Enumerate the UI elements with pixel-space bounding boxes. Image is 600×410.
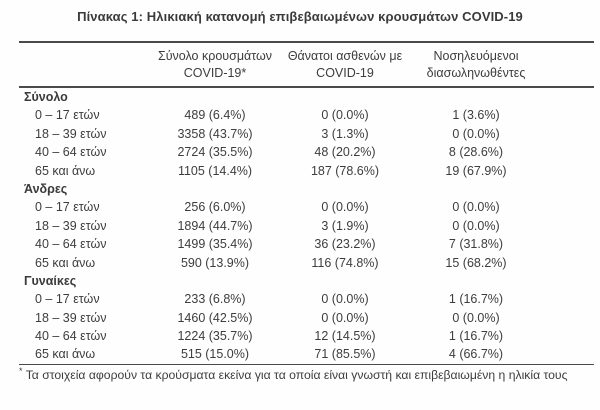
deaths-cell: 48 (20.2%)	[314, 145, 376, 160]
cases-cell: 489 (6.4%)	[184, 108, 246, 123]
table-top-border	[19, 41, 594, 43]
age-group-label: 40 – 64 ετών	[35, 237, 107, 252]
cases-cell: 590 (13.9%)	[180, 255, 250, 270]
row-filler	[563, 106, 594, 124]
deaths-cell: 0 (0.0%)	[321, 108, 369, 123]
row-filler	[563, 125, 594, 143]
deaths-cell: 3 (1.3%)	[321, 126, 369, 141]
intubated-cell: 0 (0.0%)	[452, 310, 500, 325]
row-filler	[563, 198, 594, 216]
intubated-cell: 7 (31.8%)	[448, 237, 504, 252]
deaths-cell: 116 (74.8%)	[311, 255, 379, 270]
deaths-cell: 0 (0.0%)	[321, 292, 369, 307]
age-group-label: 65 και άνω	[35, 347, 96, 362]
age-group-label: 0 – 17 ετών	[35, 292, 100, 307]
column-header-intubated: Νοσηλευόμενοι διασωληνωθέντες	[427, 48, 526, 82]
age-group-label: 18 – 39 ετών	[35, 218, 107, 233]
intubated-cell: 4 (66.7%)	[448, 347, 504, 362]
row-filler	[563, 162, 594, 180]
section-label-women: Γυναίκες	[24, 273, 77, 288]
cases-cell: 1460 (42.5%)	[177, 310, 253, 325]
intubated-cell: 19 (67.9%)	[445, 163, 507, 178]
age-group-label: 18 – 39 ετών	[35, 126, 107, 141]
row-filler	[563, 143, 594, 161]
row-filler	[563, 217, 594, 235]
intubated-cell: 0 (0.0%)	[452, 200, 500, 215]
table-bottom-border	[19, 363, 594, 366]
table-header-border	[19, 86, 594, 88]
intubated-cell: 1 (16.7%)	[448, 292, 504, 307]
row-filler	[563, 235, 594, 253]
cases-cell: 2724 (35.5%)	[177, 145, 253, 160]
deaths-cell: 187 (78.6%)	[310, 163, 380, 178]
row-filler	[563, 290, 594, 308]
column-header-deaths: Θάνατοι ασθενών με COVID-19	[288, 48, 402, 82]
deaths-cell: 36 (23.2%)	[314, 237, 376, 252]
row-filler	[563, 309, 594, 327]
column-header-line: COVID-19*	[183, 66, 247, 80]
cases-cell: 1499 (35.4%)	[177, 237, 253, 252]
section-label-total: Σύνολο	[24, 90, 68, 104]
age-group-label: 0 – 17 ετών	[35, 200, 100, 215]
deaths-cell: 12 (14.5%)	[314, 329, 376, 344]
footnote: * Τα στοιχεία αφορούν τα κρούσματα εκείν…	[19, 366, 567, 382]
footnote-asterisk: *	[19, 366, 23, 376]
column-header-line: διασωληνωθέντες	[426, 66, 526, 80]
deaths-cell: 0 (0.0%)	[321, 310, 369, 325]
intubated-cell: 0 (0.0%)	[452, 126, 500, 141]
deaths-cell: 3 (1.9%)	[321, 218, 369, 233]
cases-cell: 256 (6.0%)	[184, 200, 246, 215]
table-header-row: Σύνολο κρουσμάτων COVID-19* Θάνατοι ασθε…	[19, 43, 594, 86]
row-filler	[563, 327, 594, 345]
intubated-cell: 1 (3.6%)	[452, 108, 500, 123]
age-group-label: 65 και άνω	[35, 255, 96, 270]
covid-age-table: Σύνολο κρουσμάτων COVID-19* Θάνατοι ασθε…	[19, 41, 594, 366]
cases-cell: 1224 (35.7%)	[177, 329, 253, 344]
cases-cell: 1105 (14.4%)	[177, 163, 253, 178]
age-group-label: 18 – 39 ετών	[35, 310, 107, 325]
age-group-label: 40 – 64 ετών	[35, 329, 107, 344]
intubated-cell: 0 (0.0%)	[452, 218, 500, 233]
footnote-text: Τα στοιχεία αφορούν τα κρούσματα εκείνα …	[25, 368, 568, 382]
column-header-cases: Σύνολο κρουσμάτων COVID-19*	[158, 48, 272, 82]
cases-cell: 1894 (44.7%)	[177, 218, 253, 233]
deaths-cell: 0 (0.0%)	[321, 200, 369, 215]
table-title: Πίνακας 1: Ηλικιακή κατανομή επιβεβαιωμέ…	[77, 9, 523, 24]
column-header-line: Νοσηλευόμενοι	[433, 49, 519, 63]
cases-cell: 233 (6.8%)	[184, 292, 246, 307]
age-group-label: 40 – 64 ετών	[35, 145, 107, 160]
table-body: Σύνολο 0 – 17 ετών 489 (6.4%) 0 (0.0%) 1…	[19, 88, 594, 364]
column-header-line: Θάνατοι ασθενών με	[287, 49, 403, 63]
section-label-men: Άνδρες	[24, 181, 68, 196]
row-filler	[563, 345, 594, 363]
intubated-cell: 8 (28.6%)	[448, 145, 504, 160]
age-group-label: 65 και άνω	[35, 163, 96, 178]
column-header-line: Σύνολο κρουσμάτων	[157, 49, 273, 63]
age-group-label: 0 – 17 ετών	[35, 108, 100, 123]
deaths-cell: 71 (85.5%)	[314, 347, 376, 362]
row-filler	[563, 254, 594, 272]
cases-cell: 3358 (43.7%)	[177, 126, 253, 141]
column-header-line: COVID-19	[316, 66, 374, 80]
intubated-cell: 15 (68.2%)	[445, 255, 507, 270]
cases-cell: 515 (15.0%)	[180, 347, 250, 362]
intubated-cell: 1 (16.7%)	[448, 329, 504, 344]
